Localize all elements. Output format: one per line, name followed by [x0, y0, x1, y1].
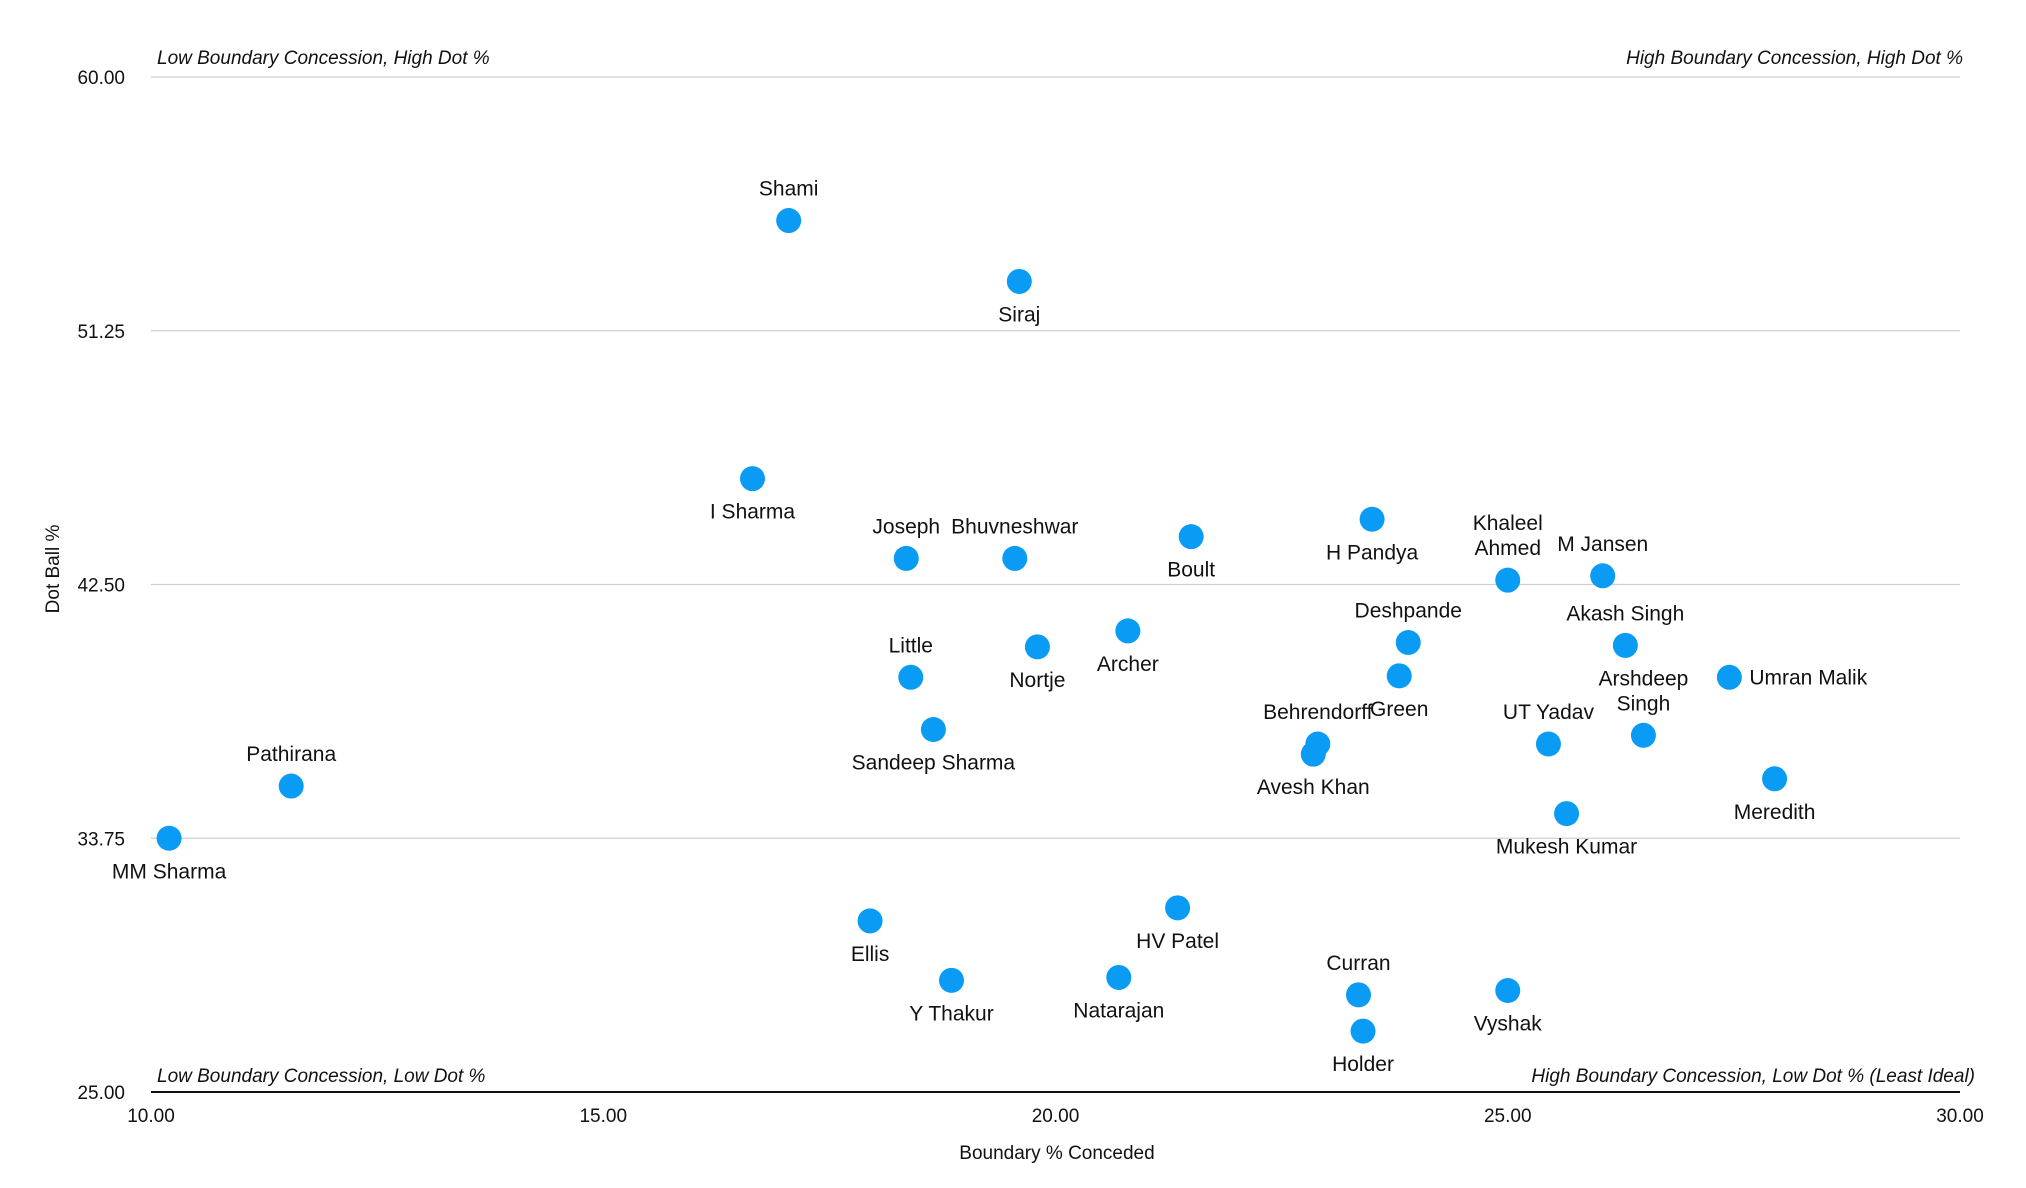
scatter-point [920, 717, 946, 742]
point-label: Akash Singh [1566, 602, 1684, 625]
point-label: Behrendorff [1263, 701, 1373, 724]
scatter-point [938, 967, 964, 993]
x-tick-label: 25.00 [1484, 1106, 1532, 1127]
scatter-point [1359, 506, 1385, 532]
scatter-point [1300, 741, 1326, 767]
point-label: UT Yadav [1503, 701, 1595, 724]
point-label: Shami [759, 178, 819, 201]
y-tick-label: 25.00 [77, 1083, 125, 1104]
point-label: Pathirana [246, 743, 336, 766]
quadrant-label-top-right: High Boundary Concession, High Dot % [1626, 48, 1963, 69]
scatter-point [1346, 982, 1372, 1008]
scatter-point [278, 773, 304, 799]
scatter-point [739, 466, 765, 492]
point-label: Green [1370, 698, 1428, 721]
point-label: Natarajan [1073, 999, 1164, 1022]
scatter-point [1630, 722, 1656, 748]
grid-lines [151, 76, 1960, 839]
data-points: Shami Siraj I Sharma Joseph Bhuvneshwar Boult… [112, 178, 1868, 1077]
point-label: Arshdeep Singh [1598, 667, 1688, 715]
point-label: Mukesh Kumar [1496, 836, 1637, 859]
x-tick-label: 15.00 [579, 1106, 627, 1127]
scatter-point [1002, 545, 1028, 571]
point-label: Joseph [872, 515, 940, 538]
y-tick-label: 60.00 [77, 68, 125, 89]
point-label: HV Patel [1136, 930, 1219, 953]
point-label: Curran [1326, 952, 1390, 975]
point-label: Siraj [998, 303, 1040, 326]
scatter-point [776, 208, 802, 234]
point-label: Y Thakur [909, 1002, 993, 1025]
quadrant-label-top-left: Low Boundary Concession, High Dot % [157, 48, 490, 69]
point-label: Meredith [1734, 801, 1816, 824]
scatter-point [1590, 563, 1616, 589]
point-label: Archer [1097, 653, 1159, 676]
scatter-point [1178, 524, 1204, 550]
point-label: Nortje [1009, 669, 1065, 692]
scatter-point [1395, 630, 1421, 655]
y-axis-title: Dot Ball % [43, 525, 64, 614]
x-tick-label: 30.00 [1936, 1106, 1984, 1127]
scatter-point [1350, 1018, 1376, 1044]
scatter-point [1495, 978, 1521, 1003]
scatter-point [1716, 664, 1742, 690]
scatter-point [1612, 632, 1638, 658]
quadrant-label-bottom-right: High Boundary Concession, Low Dot % (Lea… [1531, 1066, 1975, 1087]
point-label: Ellis [851, 943, 890, 966]
scatter-point [1006, 268, 1032, 294]
quadrant-labels: Low Boundary Concession, High Dot % High… [157, 48, 1975, 1087]
scatter-point [1106, 964, 1132, 990]
point-label: MM Sharma [112, 860, 227, 883]
scatter-point [893, 545, 919, 571]
quadrant-label-bottom-left: Low Boundary Concession, Low Dot % [157, 1066, 486, 1087]
scatter-point [1554, 801, 1580, 827]
point-label: Umran Malik [1749, 666, 1867, 689]
x-tick-label: 20.00 [1032, 1106, 1080, 1127]
x-axis-title: Boundary % Conceded [959, 1143, 1154, 1164]
y-tick-label: 33.75 [77, 829, 125, 850]
point-label: I Sharma [710, 501, 796, 524]
scatter-point [156, 825, 182, 851]
scatter-point [1165, 895, 1191, 921]
scatter-point [857, 908, 883, 934]
point-label: M Jansen [1557, 533, 1648, 556]
point-label: Holder [1332, 1053, 1394, 1076]
scatter-point [1115, 618, 1141, 644]
point-label: Little [889, 634, 933, 657]
point-label: Boult [1167, 559, 1215, 582]
y-tick-label: 51.25 [77, 322, 125, 343]
scatter-point [1386, 663, 1412, 689]
y-tick-label: 42.50 [77, 576, 125, 597]
scatter-point [1495, 567, 1521, 593]
point-label: Avesh Khan [1257, 776, 1370, 799]
scatter-point [1762, 766, 1788, 792]
point-label: Khaleel Ahmed [1473, 512, 1543, 560]
axes: 25.00 33.75 42.50 51.25 60.00 10.00 15.00 20.00… [77, 68, 1983, 1127]
scatter-point [898, 664, 924, 690]
point-label: Vyshak [1474, 1013, 1543, 1036]
scatter-point [1024, 634, 1050, 660]
point-label: Bhuvneshwar [951, 515, 1078, 538]
scatter-point [1535, 731, 1561, 757]
point-label: Sandeep Sharma [852, 752, 1016, 775]
point-label: Deshpande [1355, 600, 1462, 623]
point-label: H Pandya [1326, 541, 1419, 564]
x-tick-label: 10.00 [127, 1106, 175, 1127]
